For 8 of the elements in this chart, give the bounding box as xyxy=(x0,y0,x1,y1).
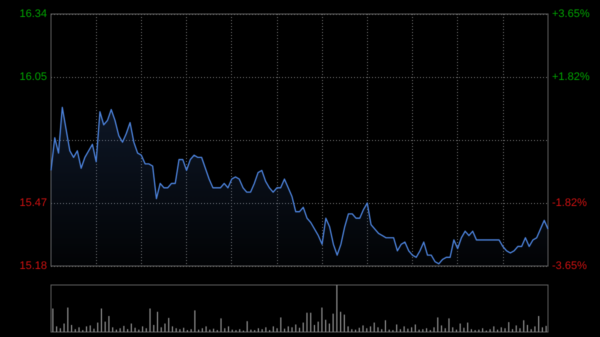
y2-tick-label: -3.65% xyxy=(552,260,588,272)
y-tick-label: 16.05 xyxy=(19,71,47,83)
y-tick-label: 15.47 xyxy=(19,197,47,209)
y2-tick-label: +1.82% xyxy=(552,71,590,84)
y-tick-label: 15.18 xyxy=(19,260,47,272)
y2-tick-label: +3.65% xyxy=(552,8,590,20)
y2-tick-label: -1.82% xyxy=(552,196,588,209)
y-tick-label: 16.34 xyxy=(19,8,47,20)
